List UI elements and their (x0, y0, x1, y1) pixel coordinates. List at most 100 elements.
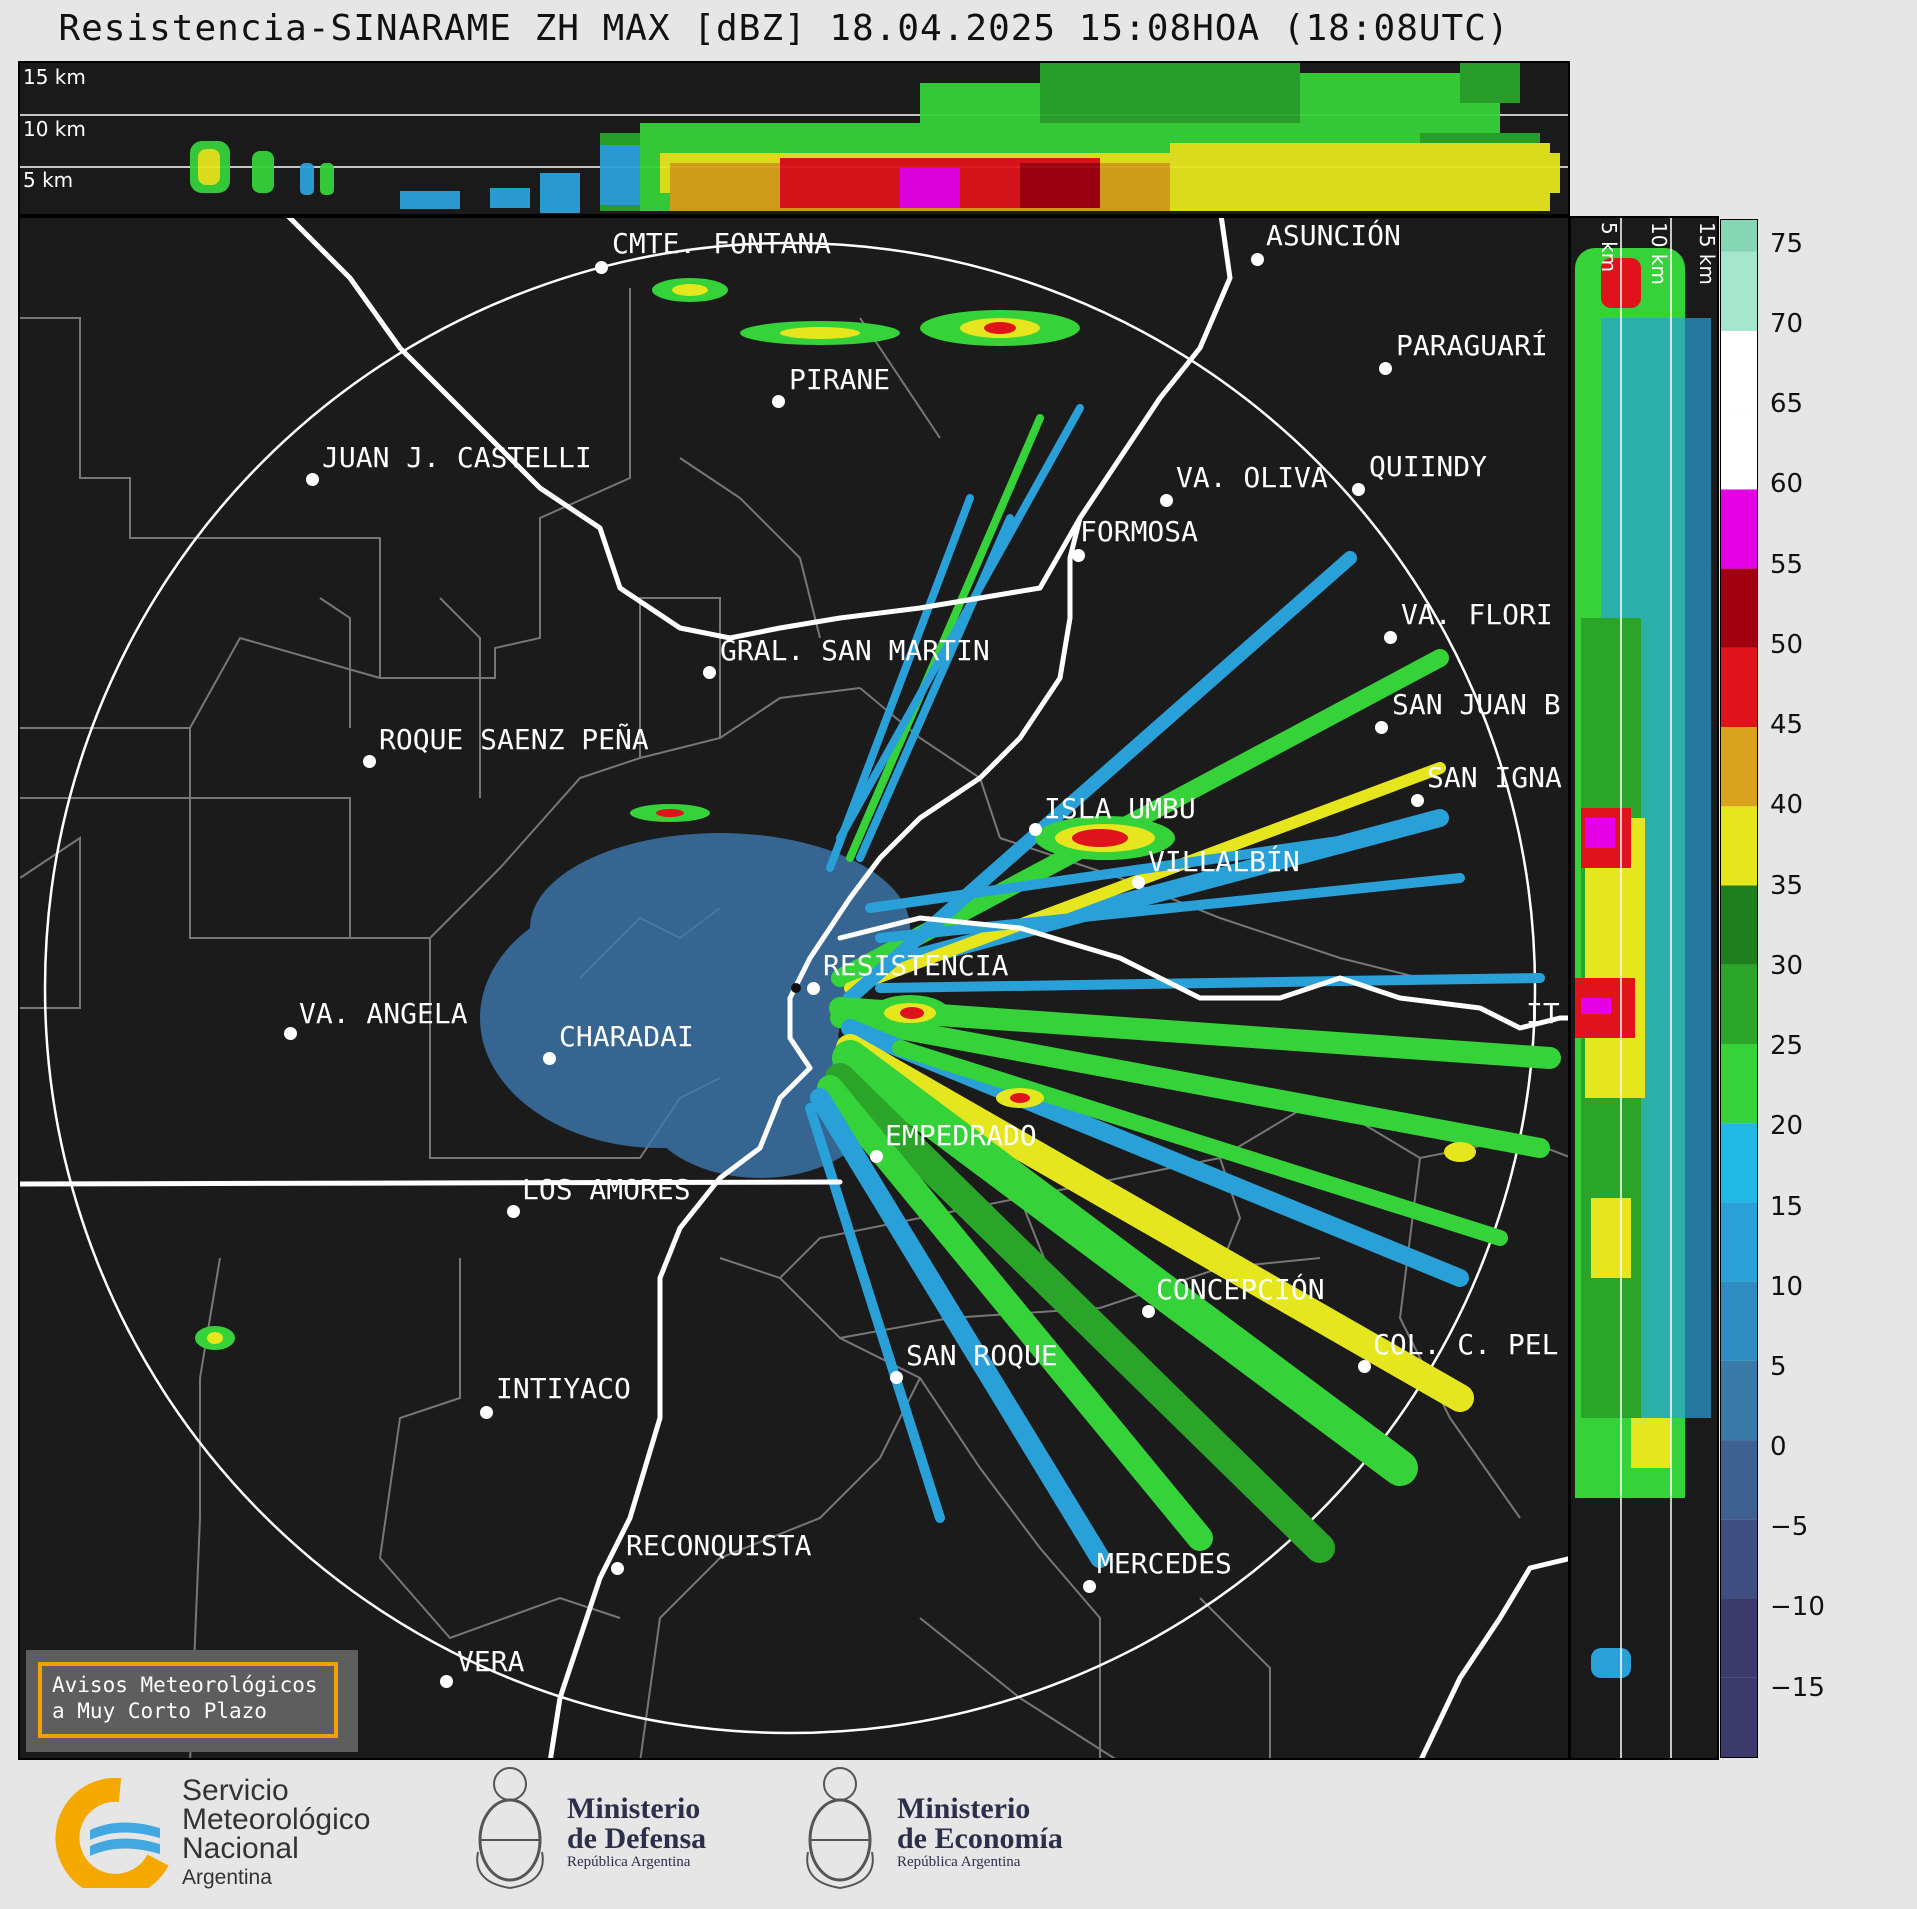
colorbar-band (1721, 964, 1757, 1044)
city-dot (440, 1675, 453, 1688)
colorbar-band (1721, 1677, 1757, 1757)
city-dot (306, 473, 319, 486)
city-label: PARAGUARÍ (1396, 329, 1548, 362)
city-dot (1251, 253, 1264, 266)
radar-site-dot (807, 982, 820, 995)
colorbar-band (1721, 1281, 1757, 1361)
colorbar-band (1721, 1043, 1757, 1124)
city-dot (363, 755, 376, 768)
city-dot (1358, 1360, 1371, 1373)
city-label: RESISTENCIA (823, 949, 1009, 982)
map-title: Resistencia-SINARAME ZH MAX [dBZ] 18.04.… (58, 8, 1510, 49)
colorbar-band (1721, 489, 1757, 569)
colorbar-tick: 20 (1770, 1111, 1804, 1141)
colorbar-band (1721, 410, 1757, 490)
city-dot (1072, 549, 1085, 562)
colorbar-tick: 25 (1770, 1031, 1804, 1061)
city-label: SAN IGNA (1427, 761, 1562, 794)
city-label: CHARADAI (559, 1020, 694, 1053)
city-label: SAN ROQUE (906, 1339, 1058, 1372)
city-dot (1384, 631, 1397, 644)
city-dot (1375, 721, 1388, 734)
smn-logo (50, 1777, 170, 1898)
city-label: VILLALBÍN (1148, 845, 1300, 878)
city-label: EMPEDRADO (885, 1119, 1037, 1152)
colorbar-tick: 50 (1770, 630, 1804, 660)
notice-box[interactable]: Avisos Meteorológicos a Muy Corto Plazo (26, 1650, 358, 1752)
city-dot (507, 1205, 520, 1218)
colorbar-band (1721, 330, 1757, 411)
city-label: IT (1526, 997, 1560, 1030)
city-dot (1352, 483, 1365, 496)
city-label: QUIINDY (1369, 450, 1488, 483)
colorbar-band (1721, 885, 1757, 965)
height-label-15km: 15 km (1695, 222, 1719, 285)
colorbar-band (1721, 727, 1757, 807)
colorbar-tick: 30 (1770, 951, 1804, 981)
colorbar-band (1721, 1519, 1757, 1599)
colorbar-tick: 45 (1770, 710, 1804, 740)
height-label-10km: 10 km (1647, 222, 1671, 285)
city-label: ASUNCIÓN (1266, 219, 1401, 252)
city-dot (1379, 362, 1392, 375)
colorbar-tick: 10 (1770, 1272, 1804, 1302)
city-label: VA. ANGELA (299, 997, 468, 1030)
side-height-profile: 5 km 10 km 15 km (1569, 216, 1719, 1760)
colorbar-tick: 15 (1770, 1192, 1804, 1222)
city-label: LOS AMORES (522, 1173, 691, 1206)
city-dot (284, 1027, 297, 1040)
city-label: CMTE. FONTANA (612, 227, 832, 260)
city-label: CONCEPCIÓN (1156, 1273, 1325, 1306)
coat-of-arms-icon (800, 1762, 880, 1892)
colorbar-band (1721, 251, 1757, 331)
height-label-10km: 10 km (23, 117, 86, 141)
coat-of-arms-icon (470, 1762, 550, 1892)
city-dot (1083, 1580, 1096, 1593)
colorbar-tick: 35 (1770, 871, 1804, 901)
city-dot (1142, 1305, 1155, 1318)
city-label: SAN JUAN B (1392, 688, 1561, 721)
city-dot (1132, 876, 1145, 889)
colorbar-band (1721, 1123, 1757, 1203)
economia-logo-text: Ministerio de Economía República Argenti… (897, 1792, 1063, 1871)
height-label-15km: 15 km (23, 65, 86, 89)
city-label: MERCEDES (1097, 1547, 1232, 1580)
colorbar-tick: 65 (1770, 389, 1804, 419)
colorbar-tick: −15 (1770, 1673, 1825, 1703)
city-label: INTIYACO (496, 1372, 631, 1405)
city-dot (480, 1406, 493, 1419)
city-dot (890, 1371, 903, 1384)
colorbar-tick: 40 (1770, 790, 1804, 820)
defensa-logo-text: Ministerio de Defensa República Argentin… (567, 1792, 707, 1871)
height-label-5km: 5 km (1597, 222, 1621, 273)
city-label: GRAL. SAN MARTIN (720, 634, 990, 667)
city-label: VERA (457, 1645, 525, 1678)
city-dot (611, 1562, 624, 1575)
city-dot (1160, 494, 1173, 507)
city-dot (870, 1150, 883, 1163)
city-label: FORMOSA (1080, 515, 1199, 548)
colorbar-tick: 60 (1770, 469, 1804, 499)
colorbar-band (1721, 647, 1757, 728)
colorbar-tick: 0 (1770, 1432, 1787, 1462)
colorbar-tick: 75 (1770, 229, 1804, 259)
city-label: VA. OLIVA (1176, 461, 1328, 494)
notice-line: a Muy Corto Plazo (52, 1699, 267, 1723)
city-dot (543, 1052, 556, 1065)
colorbar-tick: −10 (1770, 1592, 1825, 1622)
smn-logo-text: Servicio Meteorológico Nacional Argentin… (182, 1774, 371, 1890)
colorbar-band (1721, 1598, 1757, 1678)
city-dot (1029, 823, 1042, 836)
colorbar-tick: 70 (1770, 309, 1804, 339)
colorbar-band (1721, 806, 1757, 886)
colorbar-band (1721, 568, 1757, 648)
colorbar-tick: 55 (1770, 550, 1804, 580)
colorbar-band (1721, 1360, 1757, 1441)
city-dot (1411, 794, 1424, 807)
colorbar-band (1721, 1440, 1757, 1520)
radar-map[interactable]: ASUNCIÓN CMTE. FONTANA PARAGUARÍ PIRANE … (18, 216, 1570, 1760)
city-label: VA. FLORI (1401, 598, 1553, 631)
city-label: ISLA UMBU (1044, 792, 1196, 825)
notice-line: Avisos Meteorológicos (52, 1673, 318, 1697)
colorbar-band (1721, 1202, 1757, 1282)
